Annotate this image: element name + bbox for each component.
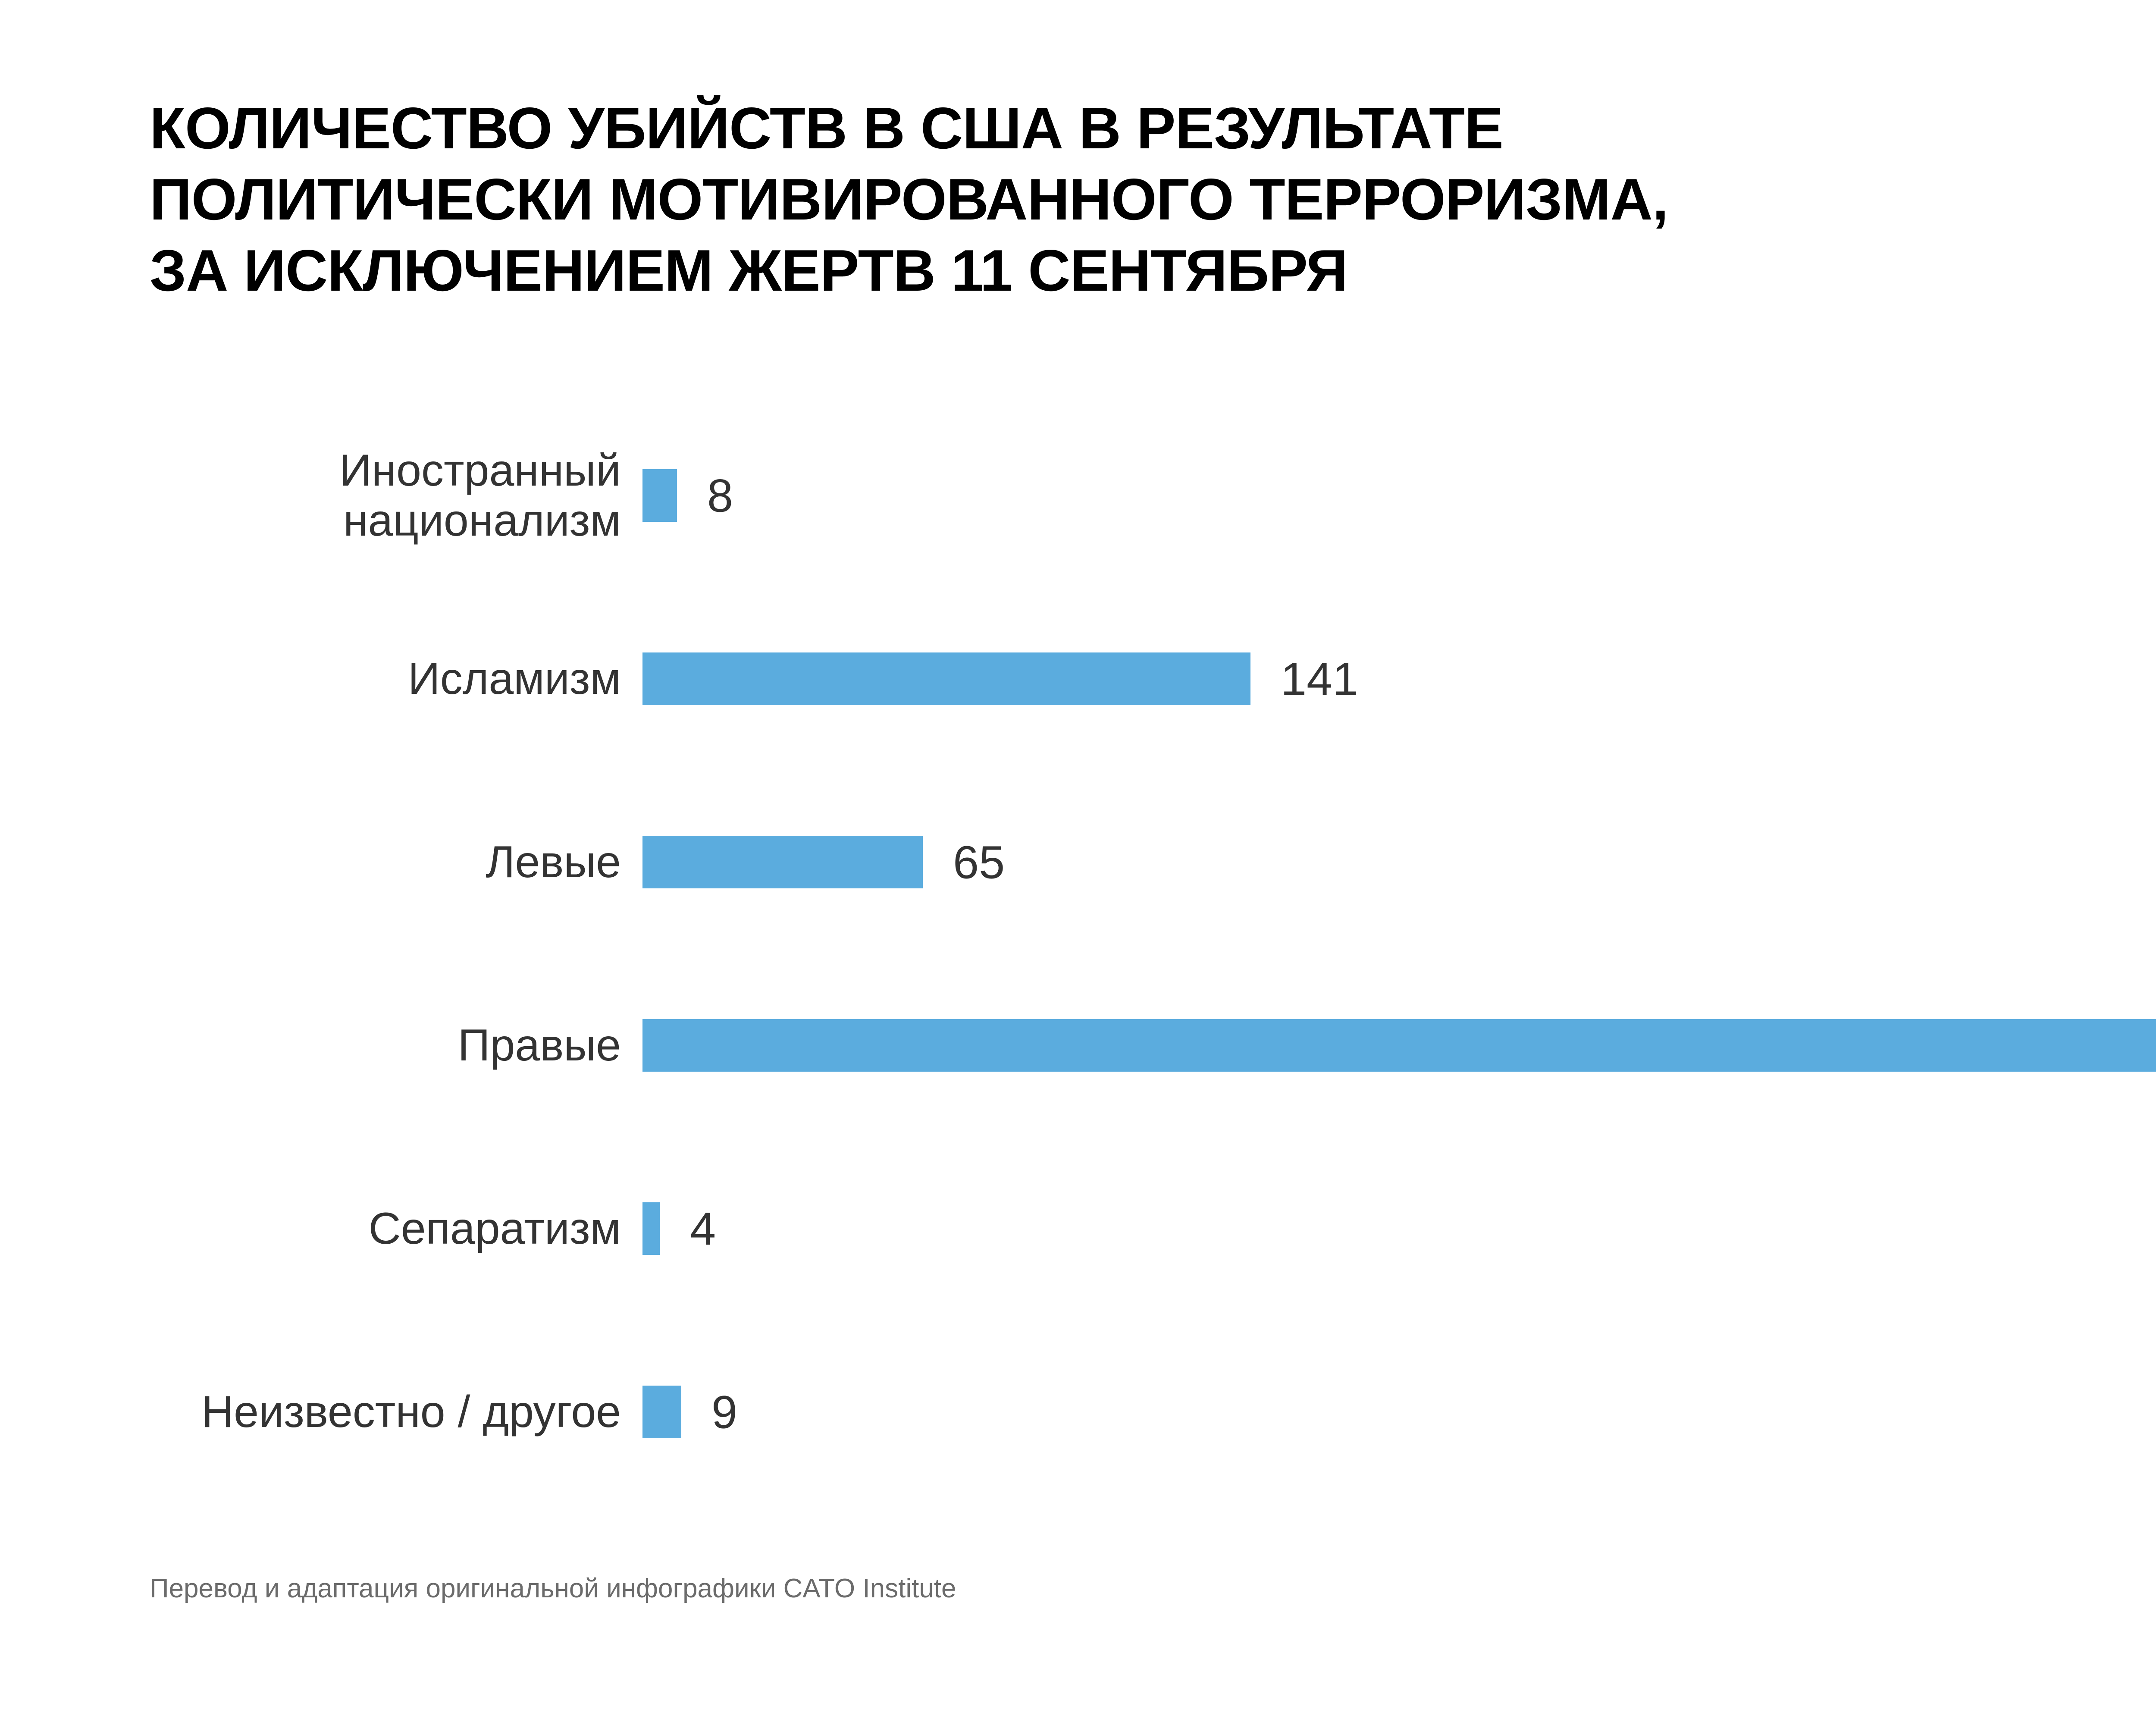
bar-rect[interactable]: [642, 1386, 681, 1438]
bar-category-label: Исламизм: [407, 654, 621, 704]
bar-category-label: Неизвестно / другое: [201, 1387, 621, 1437]
page-title: КОЛИЧЕСТВО УБИЙСТВ В США В РЕЗУЛЬТАТЕ ПО…: [150, 95, 1669, 303]
bar-rect[interactable]: [642, 469, 677, 522]
bar-rect[interactable]: [642, 1202, 660, 1255]
bar-category-label: Левые: [486, 837, 621, 887]
table-row: Сепаратизм 4: [0, 1202, 2156, 1255]
bar-value-label: 141: [1281, 652, 1359, 705]
table-row: Иностранный национализм 8: [0, 445, 2156, 546]
bar-category-label: Правые: [458, 1020, 621, 1070]
bar-value-label: 65: [953, 836, 1005, 888]
bar-rect[interactable]: [642, 652, 1250, 705]
table-row: Правые 391: [0, 1019, 2156, 1072]
bar-value-label: 4: [690, 1202, 716, 1255]
bar-category-label: Сепаратизм: [368, 1204, 621, 1254]
bar-value-label: 8: [707, 469, 733, 522]
bar-rect[interactable]: [642, 1019, 2156, 1072]
bar-rect[interactable]: [642, 836, 923, 888]
bar-category-label: Иностранный национализм: [339, 445, 621, 546]
source-caption: Перевод и адаптация оригинальной инфогра…: [150, 1574, 956, 1603]
table-row: Левые 65: [0, 836, 2156, 888]
table-row: Исламизм 141: [0, 652, 2156, 705]
bar-value-label: 9: [711, 1386, 738, 1438]
chart-header: КОЛИЧЕСТВО УБИЙСТВ В США В РЕЗУЛЬТАТЕ ПО…: [0, 0, 2156, 328]
table-row: Неизвестно / другое 9: [0, 1386, 2156, 1438]
